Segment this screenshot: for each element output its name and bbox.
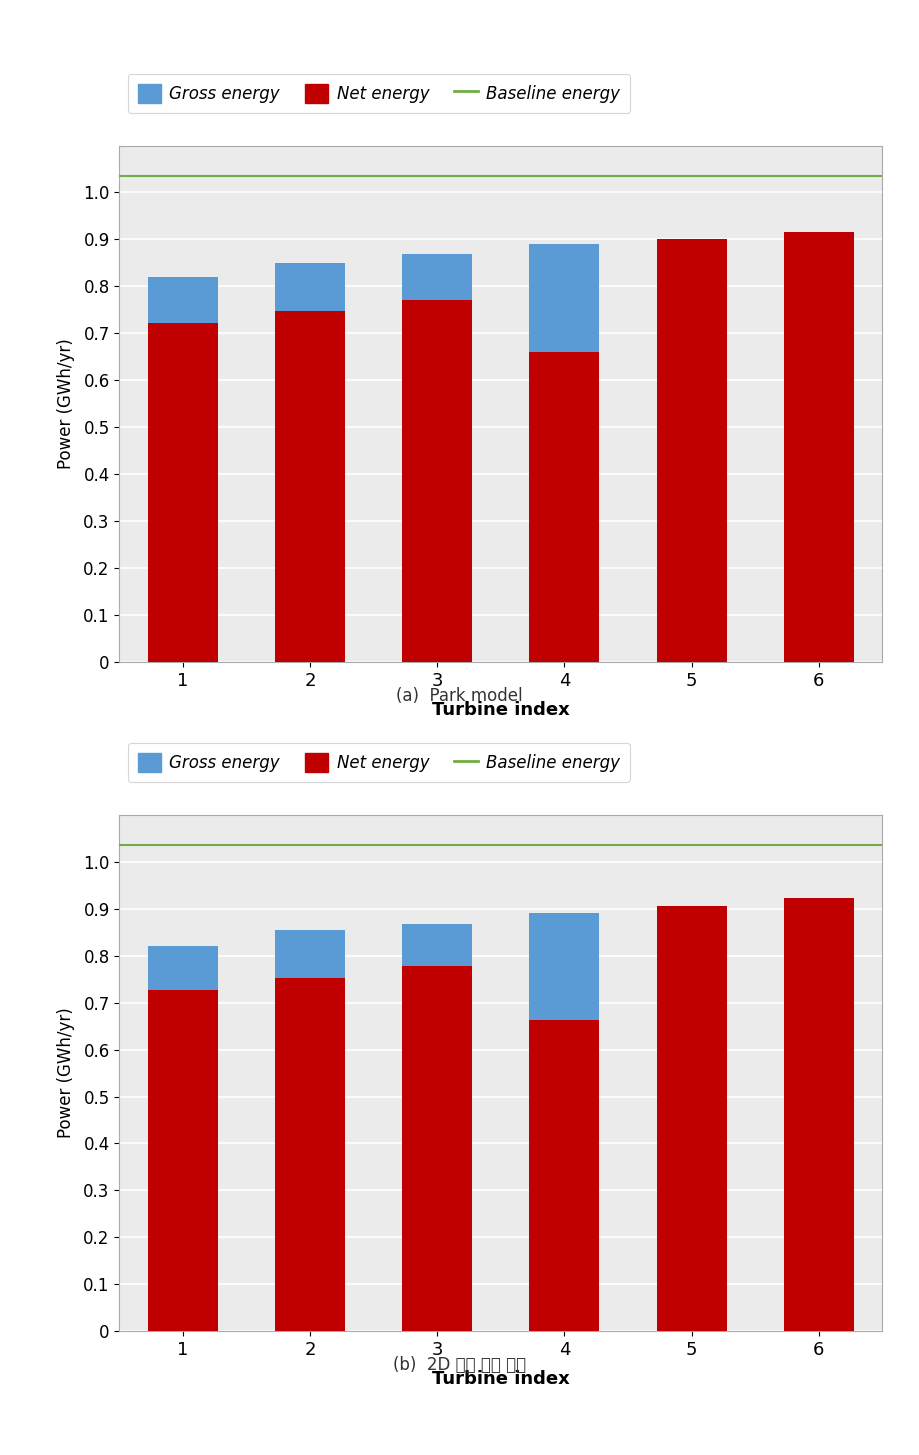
- Bar: [656, 906, 727, 1331]
- Y-axis label: Power (GWh/yr): Power (GWh/yr): [57, 339, 75, 469]
- Bar: [529, 1020, 599, 1331]
- Bar: [275, 263, 346, 311]
- Bar: [403, 924, 472, 966]
- Bar: [275, 978, 346, 1331]
- Legend: Gross energy, Net energy, Baseline energy: Gross energy, Net energy, Baseline energ…: [128, 74, 630, 113]
- Bar: [403, 255, 472, 300]
- Legend: Gross energy, Net energy, Baseline energy: Gross energy, Net energy, Baseline energ…: [128, 744, 630, 783]
- Bar: [784, 898, 854, 1331]
- Bar: [148, 989, 218, 1331]
- Bar: [148, 276, 218, 323]
- Bar: [784, 233, 854, 662]
- Bar: [403, 966, 472, 1331]
- X-axis label: Turbine index: Turbine index: [432, 701, 570, 719]
- Text: (b)  2D 난류 점성 모델: (b) 2D 난류 점성 모델: [393, 1356, 526, 1374]
- Bar: [529, 244, 599, 352]
- Bar: [148, 323, 218, 662]
- Text: (a)  Park model: (a) Park model: [396, 687, 523, 704]
- Bar: [656, 240, 727, 662]
- Bar: [529, 914, 599, 1020]
- Y-axis label: Power (GWh/yr): Power (GWh/yr): [57, 1008, 75, 1138]
- Bar: [275, 930, 346, 978]
- Bar: [148, 946, 218, 989]
- Bar: [403, 300, 472, 662]
- Bar: [529, 352, 599, 662]
- Bar: [275, 311, 346, 662]
- X-axis label: Turbine index: Turbine index: [432, 1371, 570, 1388]
